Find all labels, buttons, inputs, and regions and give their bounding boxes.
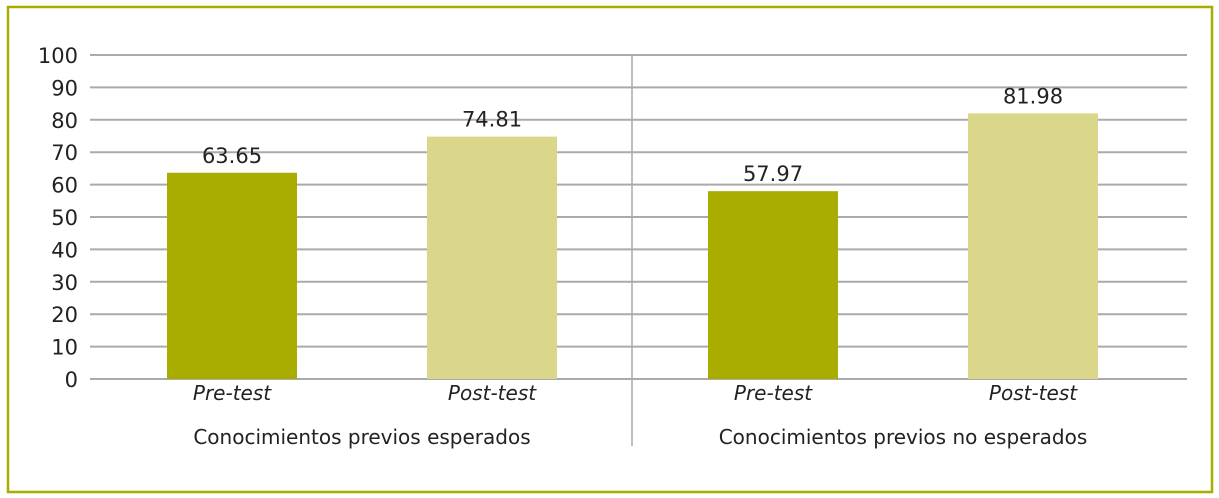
- data-label: 81.98: [1003, 84, 1063, 108]
- category-label: Pre-test: [734, 381, 813, 405]
- category-label: Post-test: [448, 381, 537, 405]
- data-label: 63.65: [202, 144, 262, 168]
- y-tick-label: 20: [51, 303, 78, 327]
- category-label: Post-test: [989, 381, 1078, 405]
- y-tick-label: 80: [51, 109, 78, 133]
- y-tick-label: 60: [51, 174, 78, 198]
- y-tick-label: 100: [38, 44, 78, 68]
- group-label: Conocimientos previos esperados: [193, 425, 530, 449]
- bar-pre-test: [167, 172, 297, 379]
- bar-post-test: [427, 136, 557, 379]
- y-tick-label: 90: [51, 76, 78, 100]
- category-label: Pre-test: [193, 381, 272, 405]
- chart-border: [6, 5, 1214, 494]
- y-tick-label: 70: [51, 141, 78, 165]
- data-label: 57.97: [743, 162, 803, 186]
- bar-post-test: [968, 113, 1098, 379]
- y-tick-label: 40: [51, 238, 78, 262]
- data-label: 74.81: [462, 108, 522, 132]
- y-tick-label: 50: [51, 206, 78, 230]
- y-tick-label: 30: [51, 271, 78, 295]
- y-tick-label: 0: [65, 368, 78, 392]
- group-label: Conocimientos previos no esperados: [719, 425, 1088, 449]
- y-tick-label: 10: [51, 336, 78, 360]
- bar-pre-test: [708, 191, 838, 379]
